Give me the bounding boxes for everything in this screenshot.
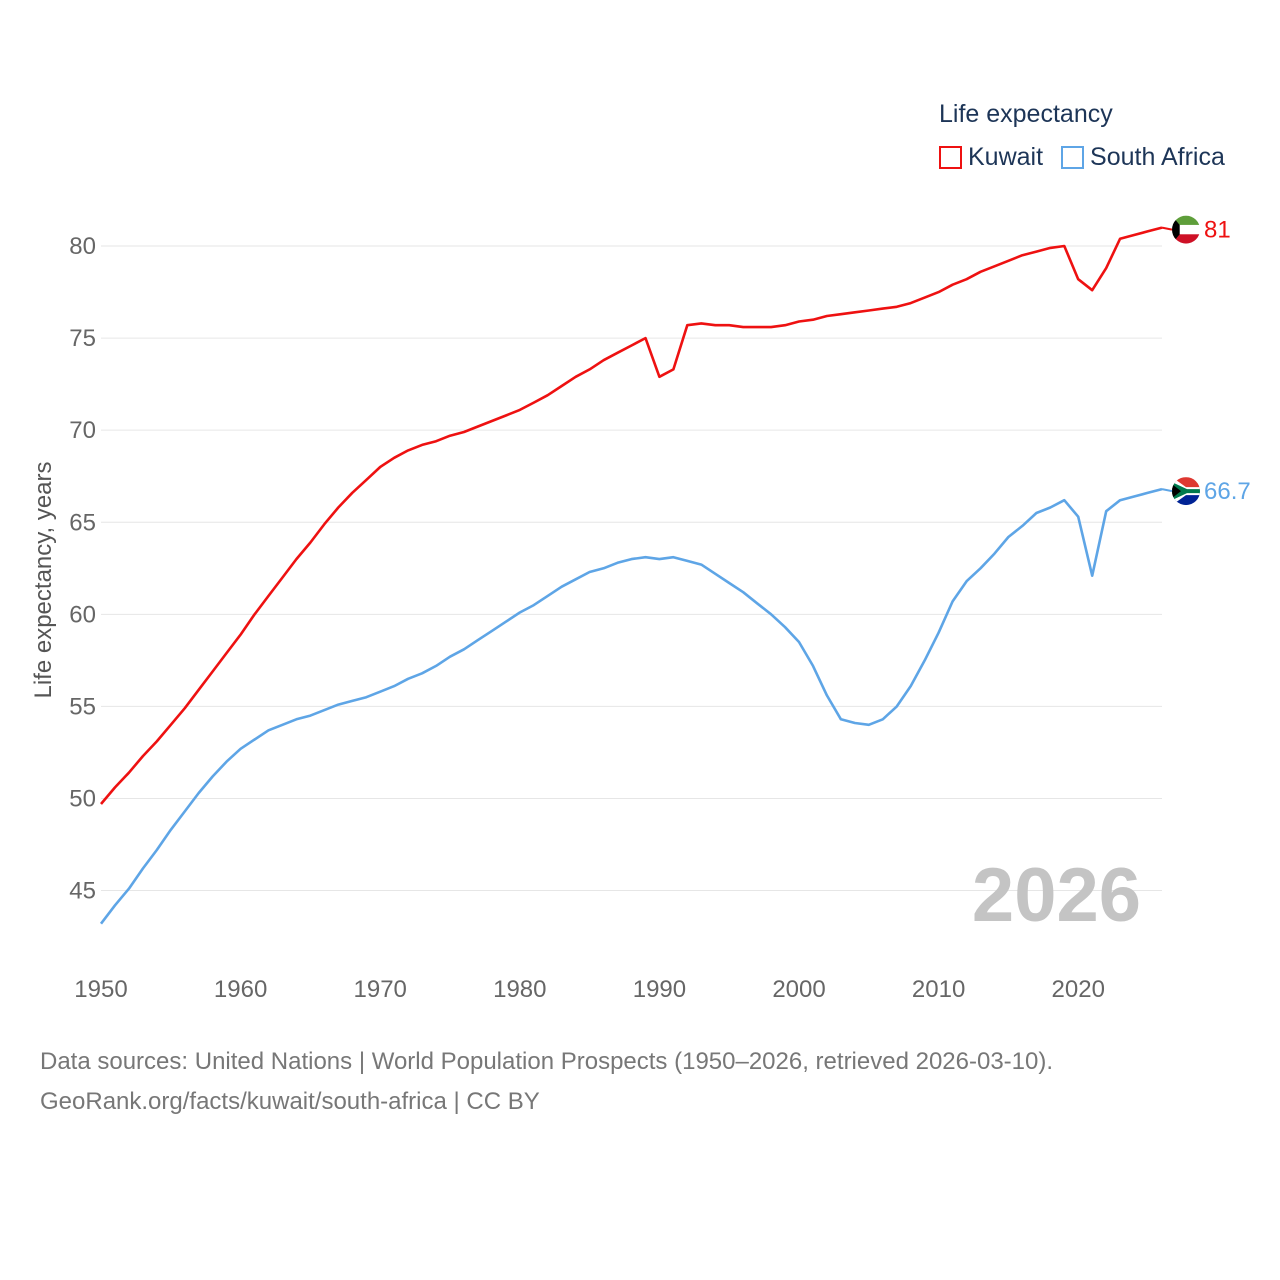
footer-attribution: GeoRank.org/facts/kuwait/south-africa | … xyxy=(40,1088,540,1115)
flag-body xyxy=(1172,215,1200,244)
x-axis-ticks: 1950 1960 1970 1980 1990 2000 2010 2020 xyxy=(74,976,1105,1003)
y-tick-label-45: 45 xyxy=(69,878,96,905)
y-tick-label-80: 80 xyxy=(69,233,96,260)
current-year-label: 2026 xyxy=(971,853,1141,938)
series-lines xyxy=(99,226,1163,925)
legend-item-kuwait[interactable]: Kuwait xyxy=(939,143,1043,172)
flag-stripe-red xyxy=(1172,234,1200,244)
series-line-kuwait xyxy=(100,226,1163,805)
y-axis-label: Life expectancy, years xyxy=(30,461,57,698)
end-value-label-south-africa: 66.7 xyxy=(1204,478,1251,505)
x-tick-label-1960: 1960 xyxy=(214,976,267,1003)
flag-stripe-green xyxy=(1172,215,1200,225)
y-axis-ticks: 45 50 55 60 65 70 75 80 xyxy=(69,233,96,905)
x-tick-label-2010: 2010 xyxy=(912,976,965,1003)
south-africa-flag-icon xyxy=(1172,477,1200,506)
x-tick-label-1970: 1970 xyxy=(354,976,407,1003)
kuwait-flag-icon xyxy=(1172,215,1200,244)
legend-title: Life expectancy xyxy=(939,100,1113,128)
y-tick-label-75: 75 xyxy=(69,325,96,352)
x-tick-label-1950: 1950 xyxy=(74,976,127,1003)
legend: Kuwait South Africa xyxy=(939,143,1243,172)
x-tick-label-1990: 1990 xyxy=(633,976,686,1003)
legend-swatch-kuwait xyxy=(939,146,962,169)
end-connector-south-africa xyxy=(1161,488,1173,493)
y-tick-label-50: 50 xyxy=(69,785,96,812)
legend-label-kuwait: Kuwait xyxy=(968,143,1044,171)
flag-body xyxy=(1172,477,1200,506)
x-tick-label-2000: 2000 xyxy=(772,976,825,1003)
y-tick-label-55: 55 xyxy=(69,693,96,720)
y-tick-label-60: 60 xyxy=(69,601,96,628)
end-connector-kuwait xyxy=(1161,226,1173,231)
footer-sources: Data sources: United Nations | World Pop… xyxy=(40,1048,1054,1075)
flag-trapezoid-black xyxy=(1172,215,1180,244)
footer: Data sources: United Nations | World Pop… xyxy=(40,1042,1053,1122)
x-tick-label-2020: 2020 xyxy=(1052,976,1105,1003)
legend-label-south-africa: South Africa xyxy=(1090,143,1225,171)
end-value-label-kuwait: 81 xyxy=(1204,217,1231,244)
series-line-south-africa xyxy=(99,487,1163,925)
y-tick-label-70: 70 xyxy=(69,417,96,444)
flag-stripe-white xyxy=(1172,224,1200,235)
legend-item-south-africa[interactable]: South Africa xyxy=(1061,143,1225,172)
y-tick-label-65: 65 xyxy=(69,509,96,536)
grid-lines xyxy=(101,245,1162,892)
flag-black-triangle xyxy=(1172,484,1181,499)
legend-swatch-south-africa xyxy=(1061,146,1085,169)
x-tick-label-1980: 1980 xyxy=(493,976,546,1003)
series-end-markers: 81 66.7 xyxy=(1161,215,1251,506)
flag-green-y xyxy=(1172,482,1200,501)
